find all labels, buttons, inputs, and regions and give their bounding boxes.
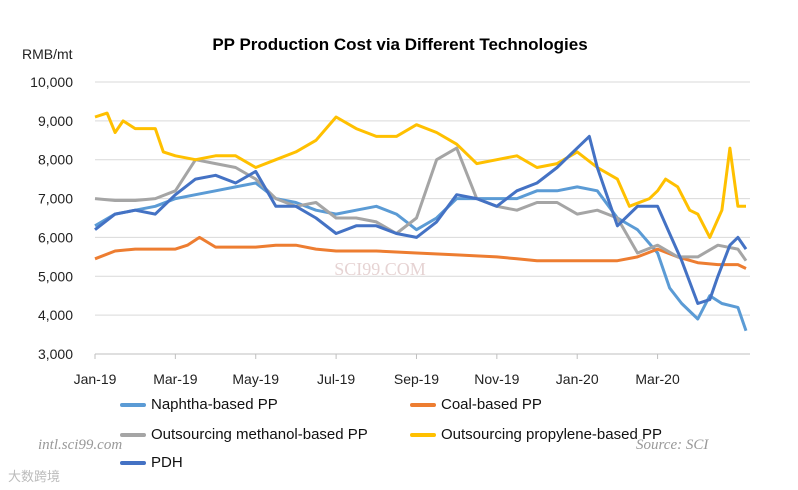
legend-item-methanol: Outsourcing methanol-based PP — [120, 426, 368, 443]
x-tick-label: Sep-19 — [394, 371, 439, 387]
legend-item-propylene: Outsourcing propylene-based PP — [410, 426, 662, 443]
y-tick-label: 5,000 — [38, 268, 73, 284]
legend-item-naphtha: Naphtha-based PP — [120, 396, 278, 413]
legend-label: Naphtha-based PP — [151, 396, 278, 413]
y-tick-label: 4,000 — [38, 307, 73, 323]
legend-item-pdh: PDH — [120, 454, 183, 471]
series-line-outsourcing-methanol-based-pp — [94, 146, 748, 262]
x-tick-label: Mar-19 — [153, 371, 198, 387]
y-axis-label: RMB/mt — [22, 46, 73, 62]
center-watermark: SCI99.COM — [334, 259, 426, 279]
corner-watermark: 大数跨境 — [8, 470, 61, 485]
y-tick-label: 8,000 — [38, 152, 73, 168]
x-tick-label: Jul-19 — [317, 371, 355, 387]
y-tick-label: 3,000 — [38, 346, 73, 362]
series-line-outsourcing-propylene-based-pp — [94, 111, 746, 239]
site-watermark: intl.sci99.com — [38, 437, 123, 453]
series-line-pdh — [94, 134, 748, 305]
x-tick-label: Jan-20 — [556, 371, 599, 387]
chart-title: PP Production Cost via Different Technol… — [212, 35, 587, 54]
x-tick-label: Jan-19 — [74, 371, 117, 387]
x-tick-label: May-19 — [232, 371, 279, 387]
legend-label: Outsourcing methanol-based PP — [151, 426, 368, 443]
y-tick-label: 6,000 — [38, 229, 73, 245]
legend-label: PDH — [151, 454, 183, 471]
y-tick-label: 10,000 — [30, 74, 73, 90]
legend-label: Coal-based PP — [441, 396, 542, 413]
x-tick-label: Nov-19 — [474, 371, 519, 387]
legend-item-coal: Coal-based PP — [410, 396, 542, 413]
legend-label: Outsourcing propylene-based PP — [441, 426, 662, 443]
source-note: Source: SCI — [636, 437, 709, 453]
y-tick-label: 9,000 — [38, 113, 73, 129]
x-tick-label: Mar-20 — [635, 371, 680, 387]
y-tick-label: 7,000 — [38, 191, 73, 207]
